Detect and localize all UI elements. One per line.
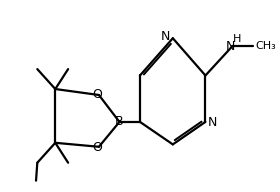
Text: N: N	[160, 30, 170, 43]
Text: H: H	[233, 34, 242, 44]
Text: CH₃: CH₃	[255, 41, 276, 51]
Text: N: N	[208, 116, 217, 129]
Text: B: B	[115, 115, 124, 128]
Text: O: O	[92, 88, 102, 100]
Text: O: O	[92, 141, 102, 154]
Text: N: N	[226, 40, 235, 53]
